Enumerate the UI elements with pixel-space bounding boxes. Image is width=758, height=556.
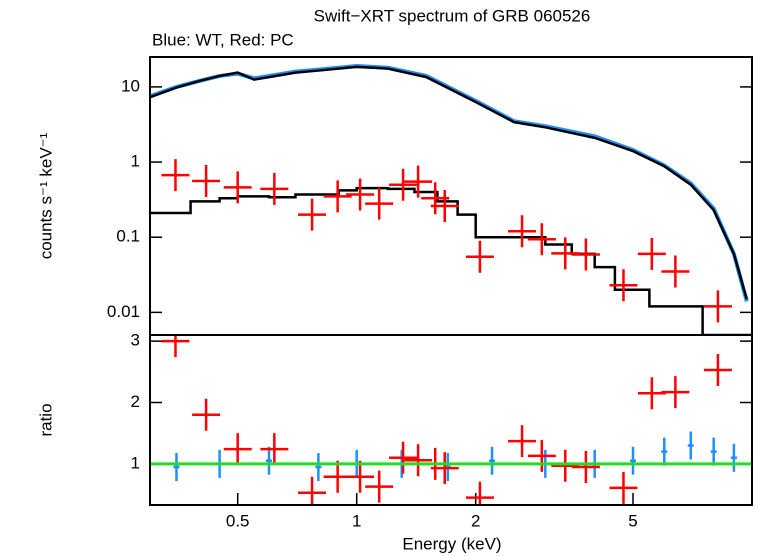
data-point [661,437,668,466]
data-point [365,470,394,503]
data-point [637,377,666,410]
data-point [661,255,690,288]
data-point [365,187,394,220]
data-point [687,431,694,460]
y-axis-label: ratio [36,403,55,436]
data-line [150,65,748,300]
data-point [637,237,666,270]
data-point [265,446,272,475]
x-tick-label: 1 [352,511,361,530]
data-point [223,171,252,204]
data-point [430,190,459,223]
chart-subtitle: Blue: WT, Red: PC [152,30,294,49]
x-axis-label: Energy (keV) [402,534,501,553]
data-point [571,450,600,483]
data-point [661,376,690,409]
data-point [508,215,537,248]
data-line [150,63,749,302]
data-point [710,437,717,466]
y-axis-label: counts s⁻¹ keV⁻¹ [36,132,55,259]
y-tick-label: 3 [131,331,140,350]
data-point [404,165,433,198]
data-point [609,269,638,302]
data-point [527,439,556,472]
data-point [465,240,494,273]
data-point [730,443,737,472]
data-point [489,446,496,475]
data-point [161,335,190,358]
data-point [465,481,494,505]
y-tick-label: 0.1 [116,227,140,246]
data-point [430,452,459,485]
x-tick-label: 5 [628,511,637,530]
data-point [192,164,221,197]
x-tick-label: 0.5 [226,511,250,530]
y-tick-label: 1 [131,453,140,472]
data-point [192,398,221,431]
data-point [223,433,252,466]
data-point [703,290,732,323]
data-point [173,452,180,481]
data-point [404,444,433,477]
data-point [260,172,289,205]
y-tick-label: 1 [131,152,140,171]
data-point [298,476,327,505]
y-tick-label: 0.01 [107,302,140,321]
y-tick-label: 2 [131,392,140,411]
y-tick-label: 10 [121,76,140,95]
data-point [346,460,375,493]
data-point [260,433,289,466]
data-point [571,238,600,271]
chart-title: Swift−XRT spectrum of GRB 060526 [314,6,591,25]
data-point [703,353,732,386]
data-line [150,186,752,335]
data-point [389,441,418,474]
data-point [298,198,327,231]
data-point [508,425,537,458]
x-tick-label: 2 [471,511,480,530]
data-point [315,452,322,481]
data-point [630,446,637,475]
data-point [527,223,556,256]
data-point [323,180,352,213]
data-point [389,168,418,201]
data-point [161,159,190,192]
data-point [609,471,638,504]
plot-frame [149,334,753,506]
data-point [346,178,375,211]
